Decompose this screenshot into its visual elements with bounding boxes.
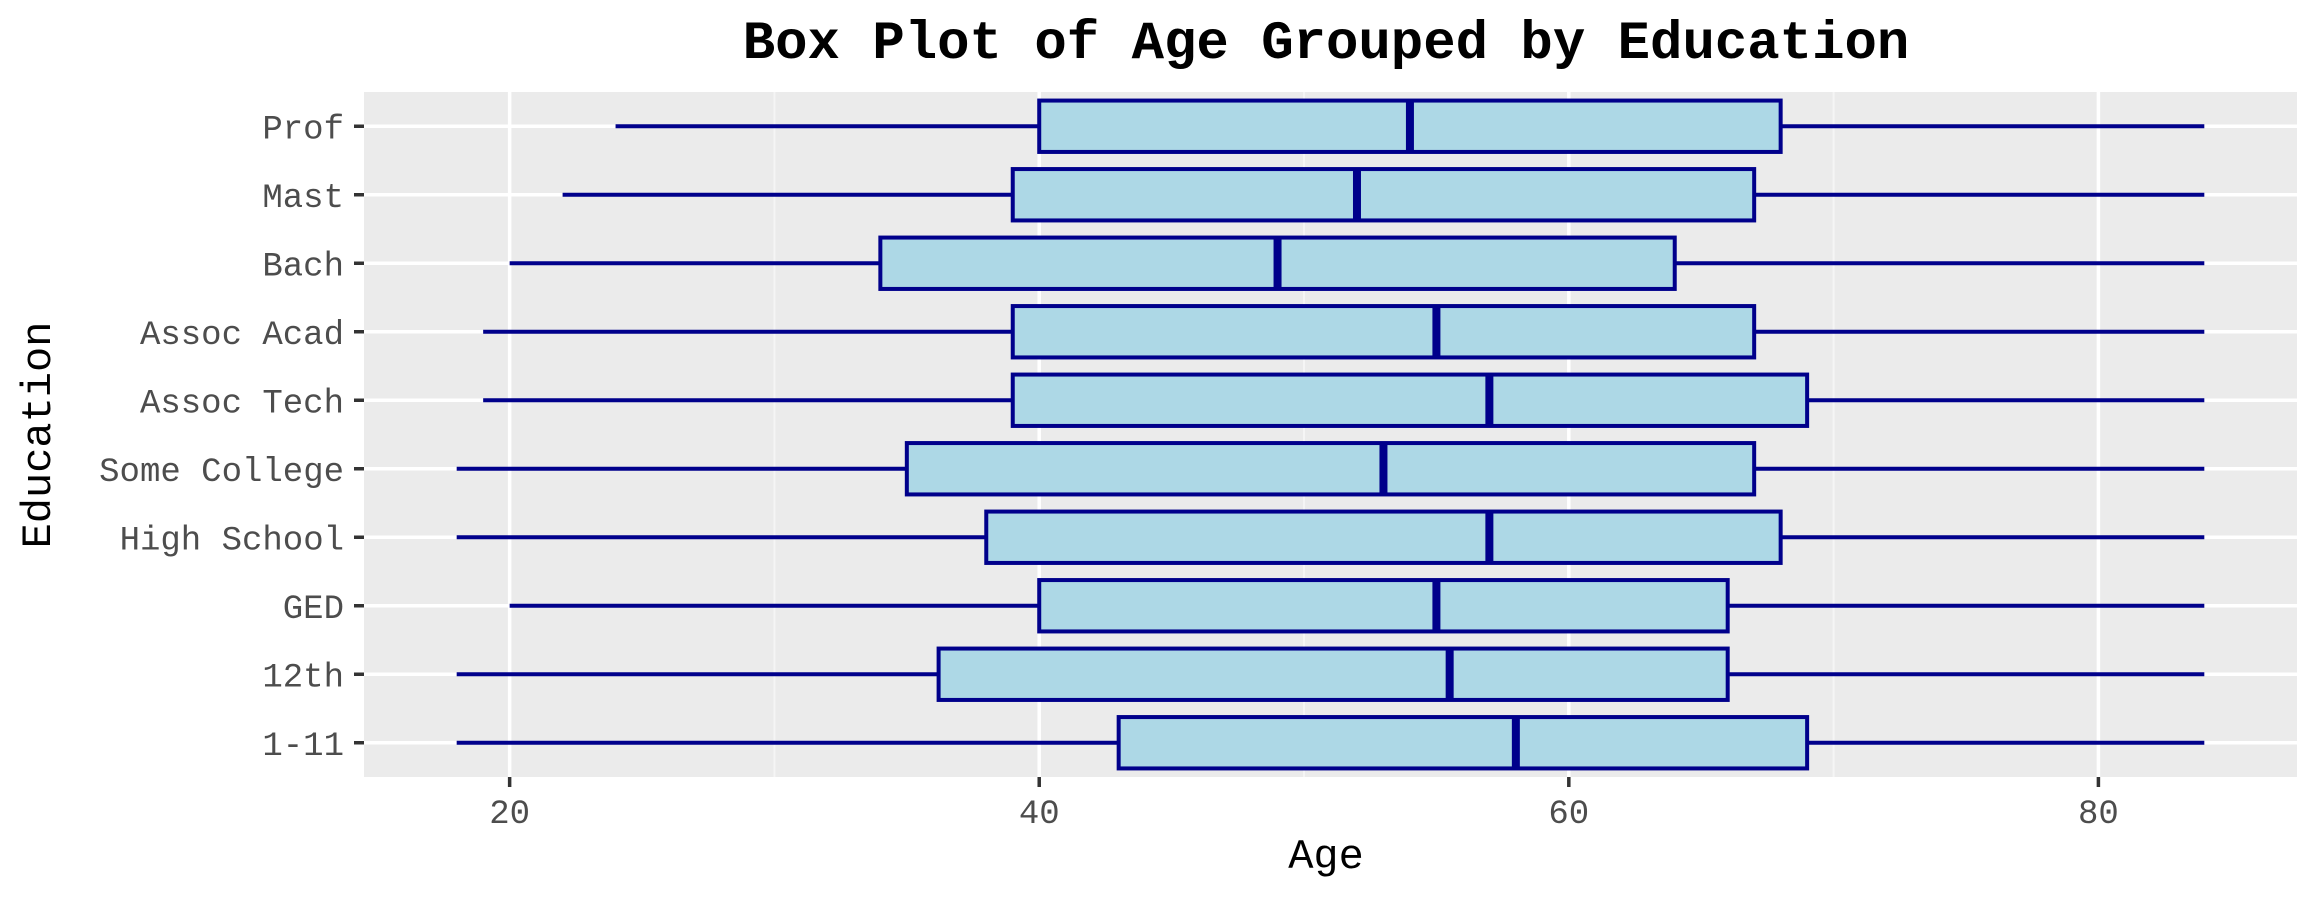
y-axis: 1-11 12th GED High School Some College Assoc … [99, 111, 364, 766]
iqr-box [1010, 372, 1810, 428]
iqr-box [1116, 715, 1810, 771]
box-assoc-acad [483, 304, 2205, 360]
iqr-box [984, 509, 1783, 565]
x-axis-title: Age [1288, 833, 1364, 881]
box-high-school [456, 509, 2205, 565]
y-tick-label: Prof [262, 111, 344, 149]
box-some-college [456, 441, 2205, 497]
box-mast [562, 167, 2205, 223]
y-tick-label: 12th [262, 659, 344, 697]
x-tick-label: 80 [2078, 796, 2119, 834]
y-tick-label: Assoc Acad [140, 317, 344, 355]
y-tick-label: Bach [262, 248, 344, 286]
iqr-box [1010, 167, 1757, 223]
y-tick-label: Mast [262, 180, 344, 218]
y-tick-label: GED [283, 591, 344, 629]
y-tick-label: High School [120, 522, 344, 560]
x-tick-label: 40 [1019, 796, 1060, 834]
y-tick-label: 1-11 [262, 728, 344, 766]
y-tick-label: Assoc Tech [140, 385, 344, 423]
x-axis: 20 40 60 80 [489, 777, 2119, 834]
box-bach [509, 235, 2205, 291]
iqr-box [904, 441, 1757, 497]
iqr-box [936, 646, 1730, 702]
box-ged [509, 578, 2205, 634]
iqr-box [1037, 578, 1730, 634]
box-12th [456, 646, 2205, 702]
x-tick-label: 60 [1548, 796, 1589, 834]
y-tick-label: Some College [99, 454, 344, 492]
box-1-11 [456, 715, 2205, 771]
box-assoc-tech [483, 372, 2205, 428]
x-tick-label: 20 [489, 796, 530, 834]
iqr-box [1010, 304, 1757, 360]
box-prof [615, 98, 2205, 154]
box-group [456, 98, 2205, 771]
y-axis-title: Education [15, 322, 63, 549]
chart-title: Box Plot of Age Grouped by Education [743, 14, 1910, 75]
